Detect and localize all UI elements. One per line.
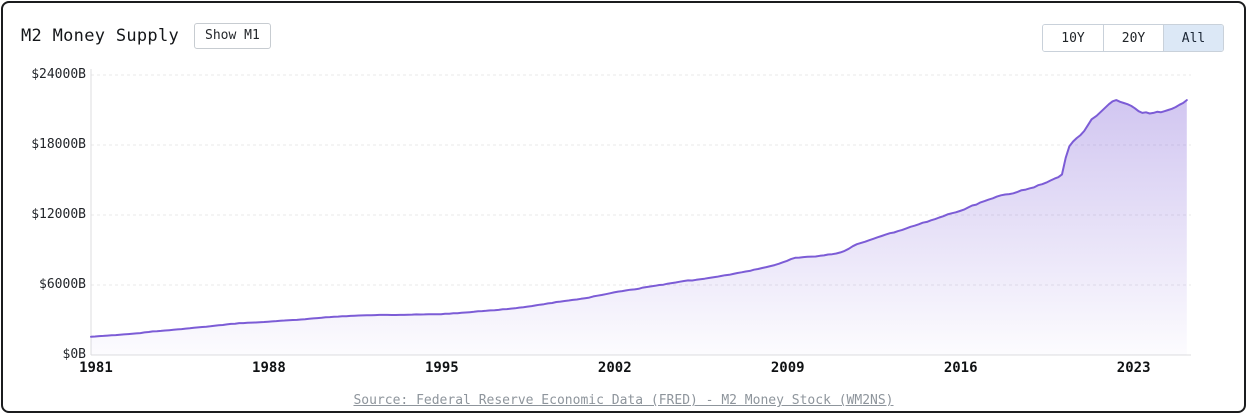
x-axis-label: 1981 [79,360,113,376]
range-selector: 10Y 20Y All [1042,24,1224,52]
x-axis-label: 1995 [424,360,459,376]
x-axis-label: 2023 [1116,360,1151,376]
page-title: M2 Money Supply [21,26,180,47]
range-button-all[interactable]: All [1163,25,1223,51]
range-button-20y[interactable]: 20Y [1103,25,1163,51]
y-axis-label: $6000B [39,277,86,292]
x-axis-label: 1988 [252,360,286,376]
show-m1-button[interactable]: Show M1 [194,23,271,50]
source-text[interactable]: Source: Federal Reserve Economic Data (F… [353,393,894,408]
x-axis-label: 2002 [597,360,632,376]
chart-area: $0B $6000B $12000B $18000B $24000B 1981 1988 19… [3,3,1244,411]
y-axis-label: $18000B [31,137,86,152]
y-axis-label: $12000B [31,207,86,222]
y-axis-label: $24000B [31,67,86,82]
x-axis-label: 2009 [770,360,805,376]
m2-area-chart [90,69,1191,356]
y-axis-label: $0B [62,347,86,362]
header: M2 Money Supply Show M1 [21,23,271,50]
range-button-10y[interactable]: 10Y [1043,25,1103,51]
x-axis-label: 2016 [943,360,978,376]
